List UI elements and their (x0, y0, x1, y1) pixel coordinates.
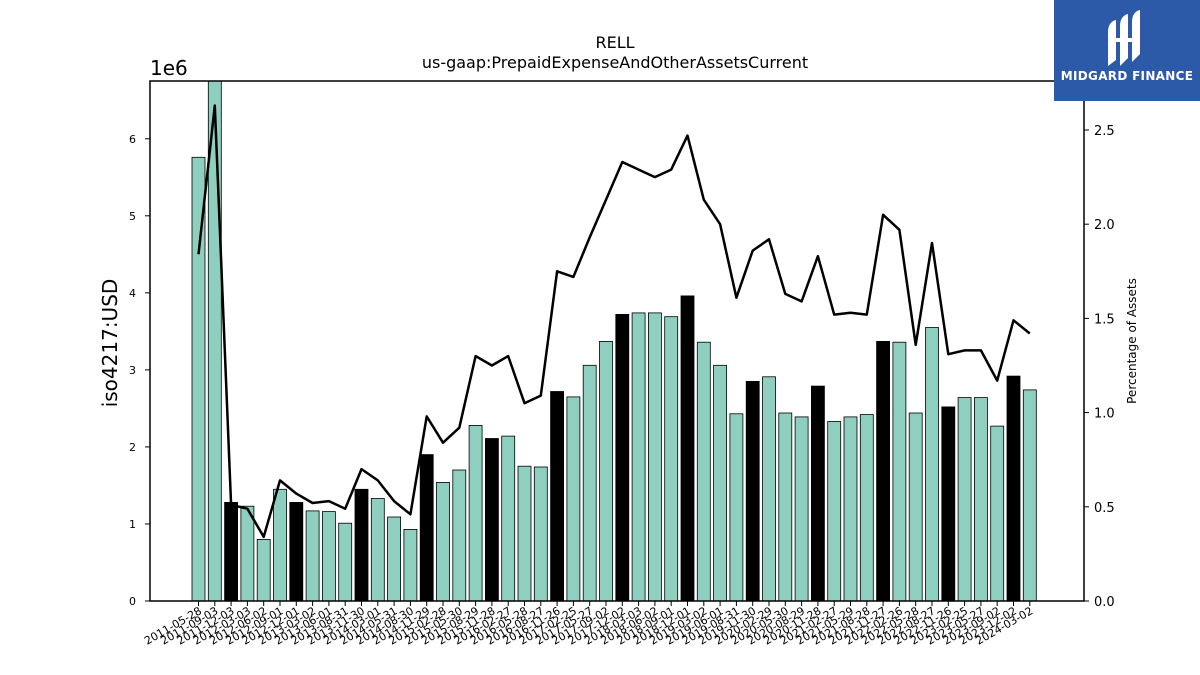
y-axis-offset-label: 1e6 (150, 56, 188, 80)
bar-2020-05-30 (778, 412, 793, 602)
bar-2022-05-28 (908, 412, 923, 602)
y2-tick-label: 1.5 (1094, 312, 1115, 327)
bar-2023-02-25 (957, 397, 972, 602)
y2-axis-ticks: 0.0 0.5 1.0 1.5 2.0 2.5 (1084, 124, 1115, 610)
bar-2014-05-31 (387, 516, 402, 602)
bar-2016-11-26 (550, 391, 564, 602)
brand-logo: MIDGARD FINANCE (1054, 0, 1200, 101)
y-tick-label: 2 (129, 441, 136, 454)
y-tick-label: 6 (129, 133, 136, 146)
bar-2018-12-01 (680, 295, 695, 602)
bar-2024-03-02 (1022, 389, 1037, 602)
logo-mark-icon (1108, 10, 1140, 66)
bar-group (191, 80, 1037, 602)
bar-2023-05-27 (974, 397, 988, 602)
bar-2019-08-31 (729, 413, 744, 602)
x-axis-ticks: 2011-05-282011-09-032011-12-032012-03-03… (142, 601, 1035, 648)
bar-2017-09-02 (599, 340, 613, 602)
bar-2015-05-30 (452, 469, 467, 602)
bar-2020-08-29 (794, 416, 809, 602)
bar-2022-11-26 (941, 406, 956, 602)
y2-axis-title: Percentage of Assets (1125, 278, 1139, 404)
bar-2016-05-28 (517, 465, 532, 602)
bar-2021-05-29 (843, 416, 858, 602)
logo-wordmark: MIDGARD FINANCE (1060, 69, 1194, 83)
y2-tick-label: 0.5 (1094, 501, 1115, 516)
y-tick-label: 1 (129, 518, 136, 531)
chart-title: RELL (595, 33, 634, 52)
line-group (197, 104, 1031, 539)
bar-2023-09-02 (990, 425, 1005, 602)
bar-2014-11-29 (419, 454, 434, 602)
y-axis-ticks: 0 1 2 3 4 5 6 (129, 133, 150, 608)
y-tick-label: 0 (129, 595, 136, 608)
bar-2012-09-01 (273, 488, 287, 602)
bar-2013-11-30 (354, 488, 369, 602)
y2-tick-label: 0.0 (1094, 595, 1115, 610)
percentage-line (197, 104, 1031, 539)
bar-2022-02-26 (892, 341, 907, 602)
bar-2015-02-28 (436, 481, 450, 602)
bar-2012-12-01 (289, 501, 304, 602)
bar-2013-08-31 (338, 522, 353, 602)
plot-frame (149, 80, 1085, 602)
bar-2015-11-28 (484, 438, 499, 602)
bar-2020-02-29 (762, 376, 776, 602)
bar-2017-02-25 (566, 396, 581, 602)
y-tick-label: 5 (129, 210, 136, 223)
y-axis-title: iso4217:USD (98, 279, 122, 408)
bar-2021-11-27 (876, 340, 890, 602)
y-tick-label: 3 (129, 364, 136, 377)
y2-tick-label: 2.0 (1094, 218, 1115, 233)
bar-2011-09-03 (207, 80, 222, 602)
bar-2017-12-02 (615, 313, 630, 602)
y2-tick-label: 2.5 (1094, 124, 1115, 139)
bar-2019-03-02 (696, 341, 711, 602)
bar-2014-08-30 (403, 529, 418, 602)
bar-2019-11-30 (745, 380, 760, 602)
bar-2017-05-27 (582, 364, 597, 602)
bar-2013-06-01 (321, 511, 336, 602)
bar-2014-03-01 (370, 498, 385, 602)
bar-2019-06-01 (713, 364, 727, 602)
bar-2015-08-29 (468, 424, 483, 602)
bar-2013-03-02 (305, 510, 320, 602)
y2-tick-label: 1.0 (1094, 407, 1115, 422)
bar-2018-06-02 (648, 312, 662, 602)
bar-2018-09-01 (664, 316, 679, 602)
bar-2023-12-02 (1006, 375, 1021, 602)
bar-2016-08-27 (533, 466, 548, 602)
bar-2016-02-27 (501, 435, 516, 602)
y-tick-label: 4 (129, 287, 136, 300)
bar-2011-12-03 (224, 501, 239, 602)
bar-2012-03-03 (240, 505, 255, 602)
bar-2018-03-03 (631, 312, 646, 602)
bar-2021-08-28 (859, 414, 874, 602)
bar-2012-06-02 (256, 539, 271, 602)
bar-2021-02-27 (827, 421, 842, 602)
bar-2022-08-27 (925, 327, 939, 602)
chart-subtitle: us-gaap:PrepaidExpenseAndOtherAssetsCurr… (422, 53, 808, 72)
bar-2020-11-28 (811, 385, 825, 602)
